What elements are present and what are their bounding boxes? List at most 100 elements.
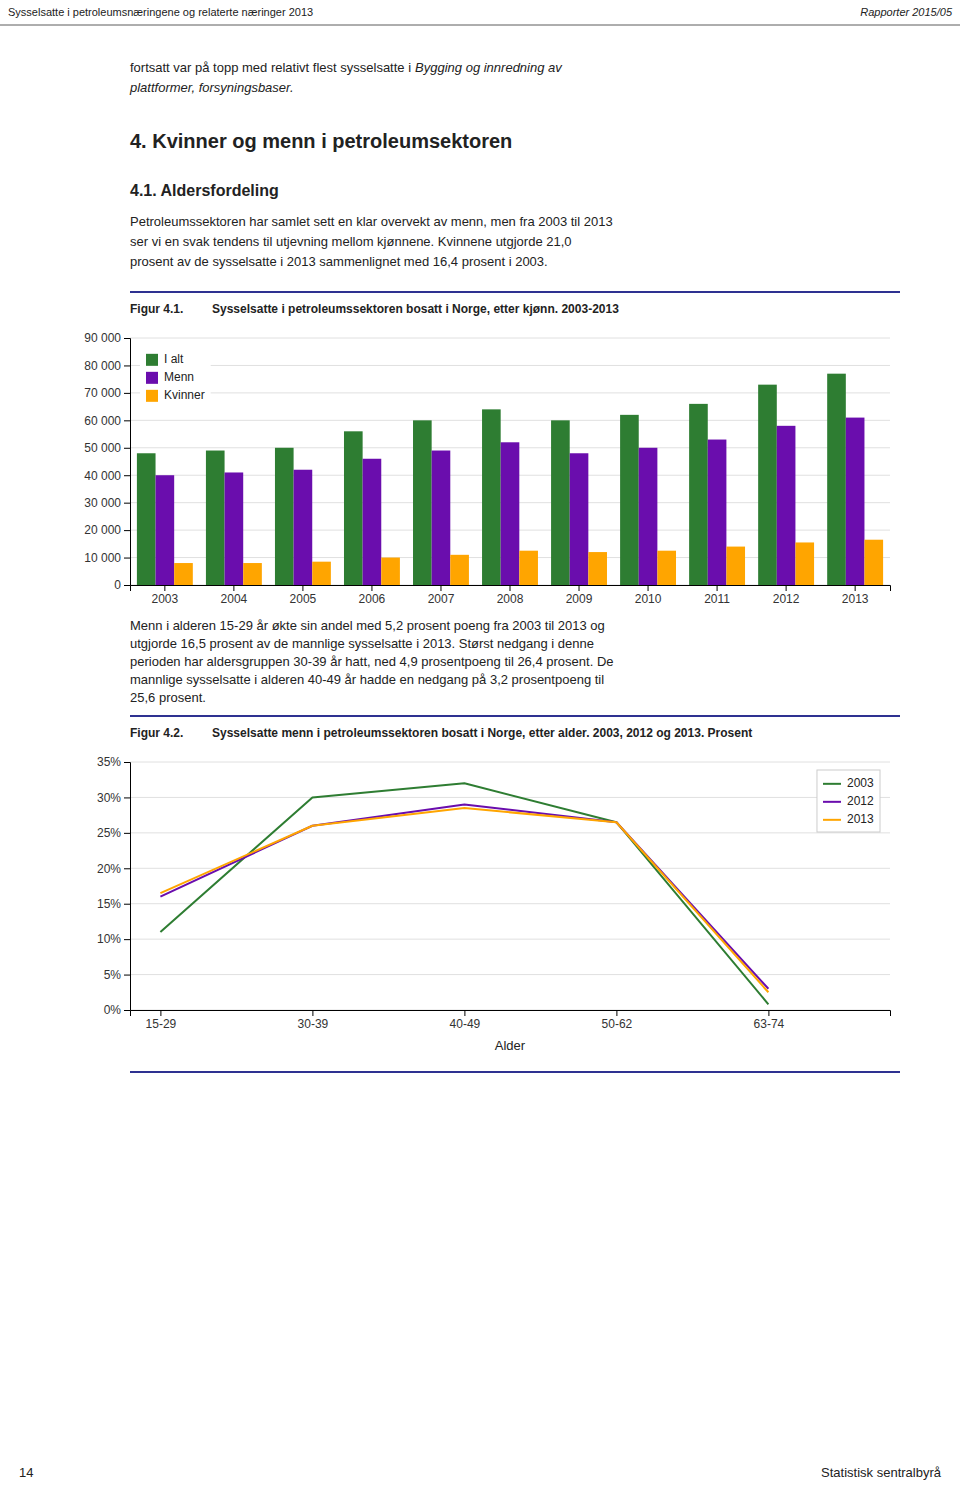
tick-label: 2004 (221, 592, 248, 606)
legend-label: 2003 (847, 776, 874, 790)
tick-label: 15-29 (146, 1017, 177, 1031)
legend-swatch (823, 801, 841, 803)
bar-series (156, 418, 865, 585)
tick-label: 20% (97, 862, 121, 876)
tick-mark (510, 585, 511, 591)
tick: 10% (97, 932, 130, 946)
tick-mark (302, 585, 303, 591)
tick-mark (164, 585, 165, 591)
bar (156, 475, 175, 585)
bar (689, 404, 708, 585)
grid-line (130, 903, 890, 904)
bar (827, 374, 846, 585)
legend-label: Kvinner (164, 388, 205, 402)
header-rule (0, 25, 960, 26)
line (160, 808, 768, 992)
tick-label: 10% (97, 932, 121, 946)
tick-mark (124, 365, 130, 366)
tick: 2005 (290, 585, 317, 606)
body-text: mannlige sysselsatte i alderen 40-49 år … (130, 672, 604, 687)
bar (294, 470, 313, 585)
line (160, 783, 768, 1004)
tick-mark (124, 585, 130, 586)
tick: 10 000 (84, 551, 130, 565)
tick-mark (616, 1010, 617, 1016)
tick-label: 2005 (290, 592, 317, 606)
tick-mark (464, 1010, 465, 1016)
legend-swatch (146, 390, 158, 402)
tick-mark (124, 530, 130, 531)
bar (726, 547, 745, 585)
bar (657, 551, 676, 585)
bar (174, 563, 193, 585)
tick: 90 000 (84, 331, 130, 345)
tick-label: 25% (97, 826, 121, 840)
tick: 2006 (359, 585, 386, 606)
tick: 30-39 (298, 1010, 329, 1031)
footer-left: 14 (19, 1465, 33, 1480)
tick-mark (124, 797, 130, 798)
tick-mark (124, 1010, 130, 1011)
bar (570, 453, 589, 585)
tick: 50-62 (602, 1010, 633, 1031)
tick: 2009 (566, 585, 593, 606)
grid-line (130, 939, 890, 940)
figure-label: Figur 4.2. (130, 726, 183, 740)
tick-mark (124, 762, 130, 763)
body-text: prosent av de sysselsatte i 2013 sammenl… (130, 254, 548, 269)
legend-entry: I alt (146, 352, 184, 366)
legend-swatch (823, 819, 841, 821)
bottom-rule (130, 1071, 900, 1073)
chart: Figur 4.1. Sysselsatte i petroleumssektor… (84, 302, 890, 606)
tick-mark (371, 585, 372, 591)
tick-mark (648, 585, 649, 591)
tick-label: 2012 (773, 592, 800, 606)
tick-label: 2009 (566, 592, 593, 606)
bar (275, 448, 294, 585)
grid-line (130, 762, 890, 763)
chart-title: Sysselsatte i petroleumssektoren bosatt … (212, 302, 619, 316)
bar (363, 459, 382, 585)
body-text: Petroleumssektoren har samlet sett en kl… (130, 214, 613, 229)
tick-label: 30-39 (298, 1017, 329, 1031)
x-axis-title: Alder (495, 1038, 526, 1053)
bar (413, 420, 432, 585)
tick: 15% (97, 897, 130, 911)
tick-mark (579, 585, 580, 591)
legend-entry: Menn (146, 370, 194, 384)
bar (450, 555, 469, 585)
tick-mark (124, 338, 130, 339)
line (160, 805, 768, 989)
grid-line (130, 974, 890, 975)
bar (432, 451, 451, 585)
tick-label: 10 000 (84, 551, 121, 565)
tick: 60 000 (84, 414, 130, 428)
tick-label: 80 000 (84, 359, 121, 373)
tick-label: 2003 (152, 592, 179, 606)
tick: 0% (104, 1003, 130, 1017)
bar (501, 442, 520, 585)
grid (130, 338, 890, 585)
figure-label: Figur 4.1. (130, 302, 183, 316)
tick-mark (312, 1010, 313, 1016)
legend-swatch (146, 372, 158, 384)
tick: 2010 (635, 585, 662, 606)
grid-line (130, 832, 890, 833)
bar (708, 440, 727, 585)
chart: Figur 4.2.Sysselsatte menn i petroleumss… (97, 726, 891, 1053)
intro-italic: plattformer, forsyningsbaser. (129, 80, 294, 95)
tick: 2008 (497, 585, 524, 606)
tick-label: 2013 (842, 592, 869, 606)
tick-label: 20 000 (84, 523, 121, 537)
intro-italic: Bygging og innredning av (415, 60, 563, 75)
bar (620, 415, 639, 585)
bar (482, 409, 501, 585)
tick: 30 000 (84, 496, 130, 510)
bar (777, 426, 796, 585)
grid-line (130, 797, 890, 798)
legend-entry: 2013 (823, 812, 874, 826)
legend-entry: Kvinner (146, 388, 205, 402)
tick-mark (717, 585, 718, 591)
intro-line: fortsatt var på topp med relativt flest … (130, 60, 563, 75)
tick-label: 40-49 (450, 1017, 481, 1031)
